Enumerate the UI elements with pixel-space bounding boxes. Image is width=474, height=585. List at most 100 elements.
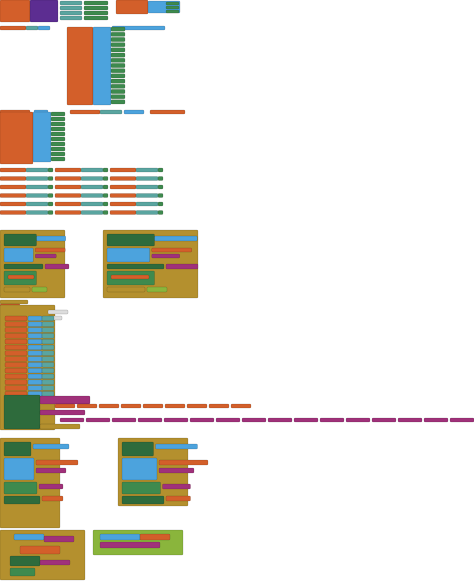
block-field[interactable]: [41, 344, 55, 351]
block[interactable]: [449, 417, 474, 423]
block-field[interactable]: [41, 350, 55, 356]
block-field[interactable]: [27, 338, 43, 345]
block[interactable]: [47, 210, 54, 215]
block-field[interactable]: [27, 344, 43, 351]
list-block[interactable]: [92, 26, 112, 106]
block[interactable]: [36, 235, 66, 242]
block[interactable]: [208, 403, 230, 409]
block-field[interactable]: [110, 73, 126, 79]
block[interactable]: [38, 483, 64, 490]
block[interactable]: [102, 176, 109, 181]
procedure-block[interactable]: [0, 529, 86, 581]
block[interactable]: [155, 443, 198, 450]
block-field[interactable]: [4, 321, 28, 327]
global-block[interactable]: [115, 0, 149, 15]
block[interactable]: [109, 184, 137, 190]
block-field[interactable]: [50, 111, 66, 117]
block[interactable]: [25, 167, 49, 173]
block[interactable]: [39, 423, 81, 430]
block-field[interactable]: [110, 42, 126, 48]
block[interactable]: [109, 201, 137, 207]
block-field[interactable]: [83, 0, 109, 6]
block-field[interactable]: [110, 94, 126, 100]
block[interactable]: [3, 495, 41, 505]
block[interactable]: [151, 247, 192, 253]
block-field[interactable]: [27, 367, 43, 374]
block[interactable]: [0, 210, 27, 215]
block-field[interactable]: [41, 321, 55, 327]
block[interactable]: [25, 210, 49, 215]
block-field[interactable]: [165, 1, 180, 6]
block[interactable]: [157, 210, 164, 215]
block[interactable]: [54, 193, 82, 198]
block[interactable]: [397, 417, 423, 423]
block-field[interactable]: [4, 373, 28, 380]
block[interactable]: [139, 533, 171, 541]
block[interactable]: [165, 495, 191, 502]
block-field[interactable]: [27, 321, 43, 327]
block-field[interactable]: [27, 315, 43, 322]
block[interactable]: [164, 403, 186, 409]
block[interactable]: [39, 559, 71, 566]
block[interactable]: [146, 286, 168, 293]
block[interactable]: [98, 403, 120, 409]
block[interactable]: [0, 201, 27, 207]
block-field[interactable]: [41, 362, 55, 368]
block-field[interactable]: [110, 99, 126, 105]
block[interactable]: [37, 25, 51, 31]
block[interactable]: [47, 193, 54, 198]
block[interactable]: [35, 253, 57, 259]
block[interactable]: [54, 176, 82, 181]
block[interactable]: [31, 286, 48, 293]
block[interactable]: [135, 167, 159, 173]
block[interactable]: [162, 483, 191, 490]
block[interactable]: [106, 286, 146, 293]
block[interactable]: [120, 403, 142, 409]
block[interactable]: [80, 193, 104, 198]
block[interactable]: [43, 535, 75, 543]
block-field[interactable]: [59, 15, 83, 21]
block[interactable]: [157, 176, 164, 181]
block[interactable]: [293, 417, 319, 423]
block-field[interactable]: [4, 327, 28, 333]
block[interactable]: [121, 481, 161, 495]
block-field[interactable]: [110, 37, 126, 42]
block[interactable]: [230, 403, 252, 409]
block[interactable]: [35, 467, 67, 474]
block-field[interactable]: [41, 391, 55, 397]
block-field[interactable]: [41, 327, 55, 333]
block-field[interactable]: [41, 373, 55, 380]
block[interactable]: [7, 274, 35, 280]
block[interactable]: [80, 167, 104, 173]
block[interactable]: [85, 417, 111, 423]
block-field[interactable]: [41, 356, 55, 362]
block[interactable]: [149, 109, 186, 115]
block-field[interactable]: [41, 379, 55, 385]
block[interactable]: [3, 481, 38, 495]
block-field[interactable]: [110, 52, 126, 58]
set-block[interactable]: [3, 457, 35, 481]
block-field[interactable]: [83, 10, 109, 16]
block[interactable]: [109, 193, 137, 198]
block-field[interactable]: [4, 344, 28, 351]
block[interactable]: [102, 201, 109, 207]
block[interactable]: [163, 417, 189, 423]
event-block[interactable]: [106, 233, 155, 247]
block[interactable]: [25, 193, 49, 198]
block-field[interactable]: [50, 126, 66, 132]
block[interactable]: [109, 167, 137, 173]
block-field[interactable]: [4, 333, 28, 339]
block[interactable]: [154, 235, 198, 242]
block[interactable]: [0, 299, 29, 305]
block[interactable]: [157, 201, 164, 207]
block-field[interactable]: [110, 47, 126, 53]
block[interactable]: [80, 201, 104, 207]
set-block[interactable]: [121, 457, 158, 481]
block[interactable]: [158, 467, 195, 474]
set-block[interactable]: [3, 247, 34, 263]
block-field[interactable]: [59, 5, 83, 11]
block[interactable]: [371, 417, 397, 423]
block-field[interactable]: [83, 5, 109, 11]
block[interactable]: [25, 25, 39, 31]
block-field[interactable]: [110, 31, 126, 37]
